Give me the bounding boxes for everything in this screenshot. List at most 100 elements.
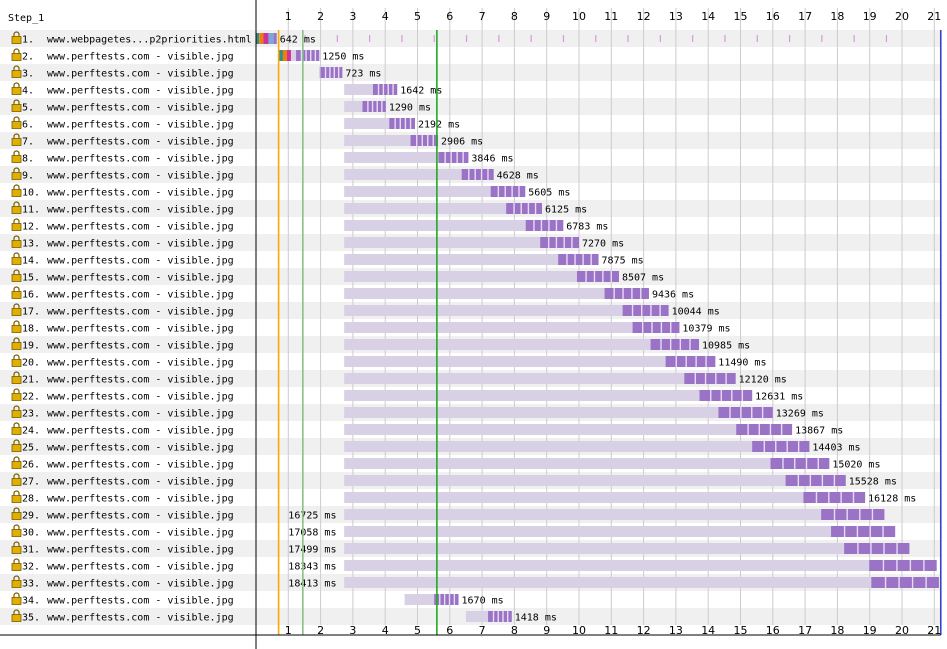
request-bar-download — [736, 424, 793, 435]
lock-shackle-icon — [13, 48, 20, 54]
request-url: www.perftests.com - visible.jpg — [47, 460, 234, 471]
request-number: 32. — [22, 562, 40, 573]
download-chunk-gap — [443, 594, 446, 605]
x-tick-bottom-label: 14 — [701, 624, 715, 637]
x-tick-top-label: 2 — [317, 10, 324, 23]
request-bar-wait — [344, 390, 753, 401]
x-tick-bottom-label: 21 — [927, 624, 941, 637]
request-row-label: 12. www.perftests.com - visible.jpg — [11, 218, 234, 233]
request-bar-download — [320, 67, 343, 78]
download-tick — [853, 35, 855, 42]
download-chunk-gap — [377, 84, 380, 95]
lock-icon — [11, 36, 22, 44]
request-row-label: 35. www.perftests.com - visible.jpg — [11, 609, 234, 624]
request-number: 22. — [22, 392, 40, 403]
x-tick-bottom-label: 12 — [637, 624, 651, 637]
request-url: www.perftests.com - visible.jpg — [47, 443, 234, 454]
x-tick-top-label: 15 — [734, 10, 748, 23]
lock-icon — [11, 240, 22, 248]
request-url: www.perftests.com - visible.jpg — [47, 341, 234, 352]
download-chunk-gap — [882, 526, 884, 537]
request-bar-wait — [344, 186, 526, 197]
lock-icon — [11, 512, 22, 520]
lock-shackle-icon — [13, 184, 20, 190]
download-chunk-gap — [409, 118, 412, 129]
download-chunk-gap — [631, 305, 634, 316]
lock-shackle-icon — [13, 99, 20, 105]
x-tick-bottom-label: 18 — [830, 624, 844, 637]
request-row-label: 10. www.perftests.com - visible.jpg — [11, 184, 234, 199]
request-row-label: 28. www.perftests.com - visible.jpg — [11, 490, 234, 505]
lock-icon — [11, 257, 22, 265]
download-chunk-gap — [421, 135, 423, 146]
request-row-label: 5. www.perftests.com - visible.jpg — [11, 99, 234, 114]
download-chunk-gap — [585, 271, 587, 282]
x-tick-bottom-label: 5 — [414, 624, 421, 637]
request-bar-download — [650, 339, 699, 350]
download-tick — [788, 35, 791, 42]
request-row-label: 30. www.perftests.com - visible.jpg — [11, 524, 234, 539]
download-chunk-gap — [857, 543, 859, 554]
request-url: www.perftests.com - visible.jpg — [47, 120, 234, 131]
lock-shackle-icon — [13, 592, 20, 598]
download-chunk-gap — [511, 186, 513, 197]
x-tick-bottom-label: 9 — [543, 624, 550, 637]
lock-shackle-icon — [13, 473, 20, 479]
download-tick — [821, 35, 823, 42]
request-url: www.perftests.com - visible.jpg — [47, 188, 234, 199]
request-bar-wait — [344, 322, 680, 333]
request-row-label: 31. www.perftests.com - visible.jpg — [11, 541, 234, 556]
lock-icon — [11, 325, 22, 333]
request-bar-download — [488, 611, 512, 622]
download-chunk-gap — [462, 152, 464, 163]
request-url: www.perftests.com - visible.jpg — [47, 222, 234, 233]
download-chunk-gap — [896, 560, 898, 571]
request-bar-download — [296, 50, 320, 61]
request-bar-download — [576, 271, 619, 282]
request-bar-wait — [344, 118, 415, 129]
download-tick — [885, 35, 888, 42]
download-chunk-gap — [497, 186, 500, 197]
duration-label: 18413 ms — [288, 579, 336, 590]
download-chunk-gap — [492, 611, 495, 622]
download-chunk-gap — [856, 526, 859, 537]
lock-icon — [11, 291, 22, 299]
lock-icon — [11, 70, 22, 78]
download-chunk-gap — [685, 356, 687, 367]
download-chunk-gap — [480, 169, 483, 180]
download-chunk-gap — [695, 356, 697, 367]
download-chunk-gap — [387, 84, 389, 95]
download-chunk-gap — [582, 254, 584, 265]
download-chunk-gap — [758, 424, 760, 435]
download-chunk-gap — [705, 356, 707, 367]
request-bar-wait — [344, 135, 439, 146]
download-chunk-gap — [367, 101, 369, 112]
lock-icon — [11, 104, 22, 112]
request-bar-download — [540, 237, 579, 248]
download-chunk-gap — [504, 186, 506, 197]
request-number: 33. — [22, 579, 40, 590]
request-bar-wait — [344, 407, 773, 418]
download-chunk-gap — [859, 509, 861, 520]
step-label: Step_1 — [8, 13, 44, 24]
request-number: 4. — [22, 86, 34, 97]
lock-icon — [11, 342, 22, 350]
request-row-label: 15. www.perftests.com - visible.jpg — [11, 269, 234, 284]
request-url: www.perftests.com - visible.jpg — [47, 613, 234, 624]
request-bar-segment — [256, 33, 260, 44]
download-chunk-gap — [487, 169, 489, 180]
lock-shackle-icon — [13, 201, 20, 207]
duration-label: 7875 ms — [602, 256, 644, 267]
duration-label: 7270 ms — [582, 239, 624, 250]
download-chunk-gap — [725, 373, 727, 384]
download-tick — [562, 35, 565, 42]
x-tick-top-label: 21 — [927, 10, 941, 23]
duration-label: 12631 ms — [755, 392, 803, 403]
lock-shackle-icon — [13, 82, 20, 88]
request-bar-download — [684, 373, 736, 384]
lock-shackle-icon — [13, 65, 20, 71]
request-url: www.perftests.com - visible.jpg — [47, 324, 234, 335]
download-chunk-gap — [660, 339, 662, 350]
request-url: www.webpagetes...p2priorities.html — [47, 35, 252, 46]
request-row-label: 20. www.perftests.com - visible.jpg — [11, 354, 234, 369]
